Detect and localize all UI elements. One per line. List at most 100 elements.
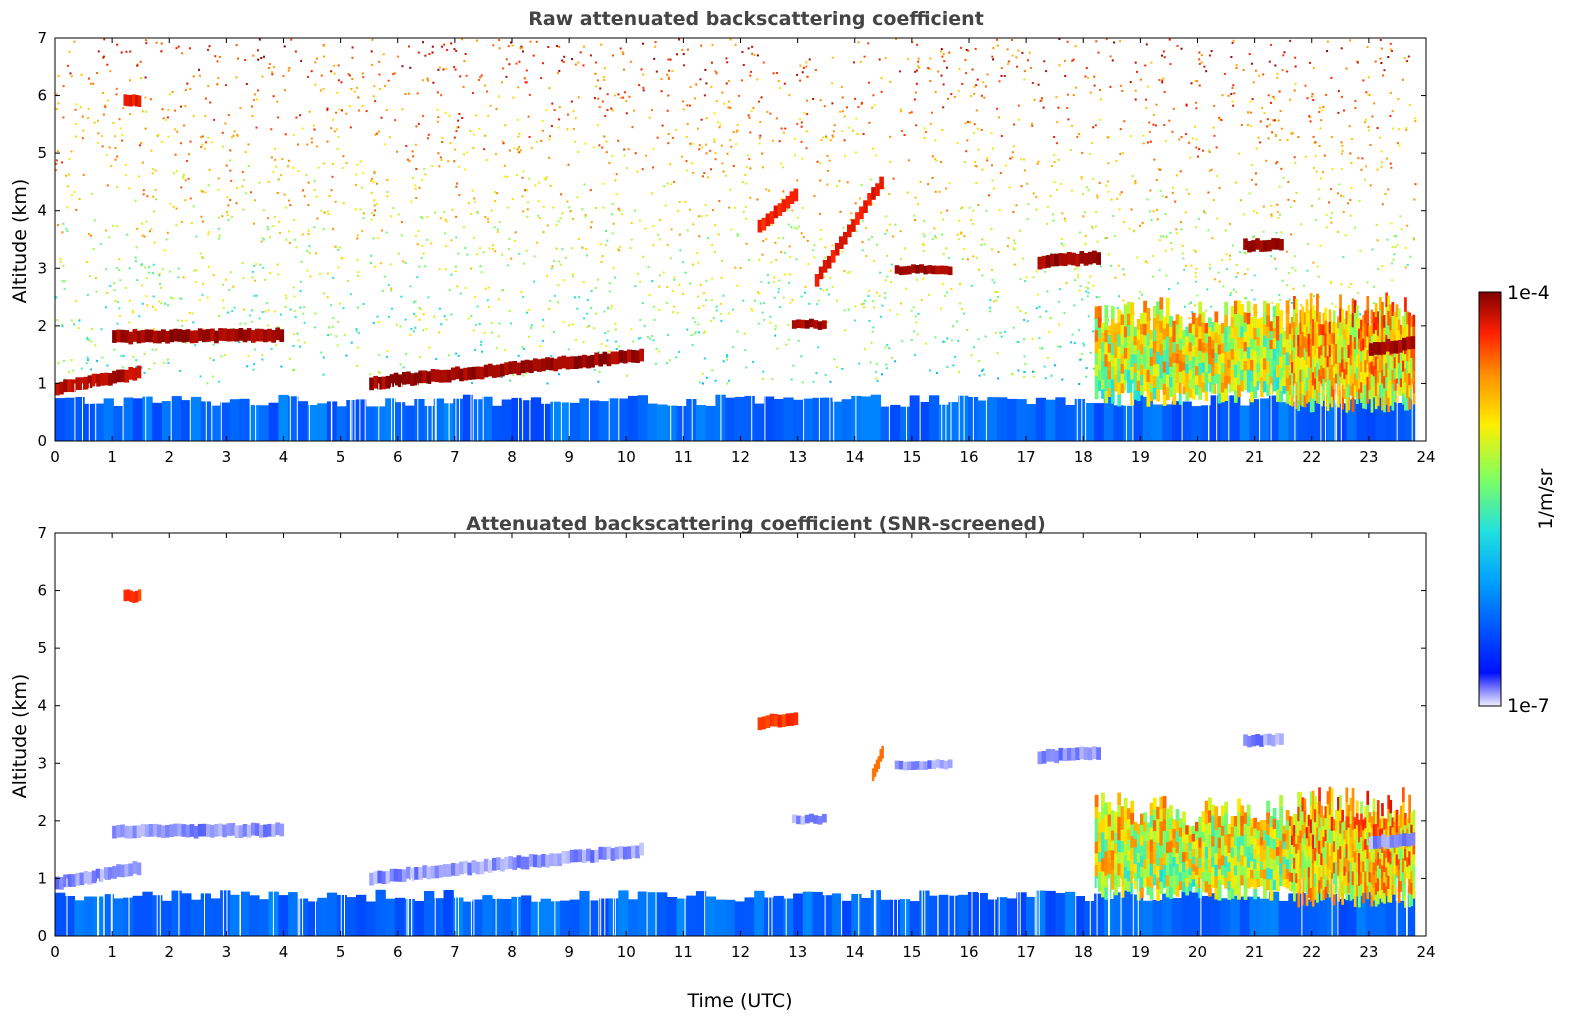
noise-pixel — [443, 211, 446, 214]
noise-pixel — [627, 148, 630, 151]
noise-pixel — [913, 330, 916, 333]
noise-pixel — [1390, 50, 1393, 52]
surface-cell — [511, 896, 522, 936]
mixed-layer-cell — [1360, 330, 1363, 341]
noise-pixel — [285, 238, 288, 241]
cloud-cell — [863, 200, 868, 213]
mixed-layer-cell — [1381, 301, 1384, 316]
surface-cell — [1366, 891, 1377, 936]
mixed-layer-cell — [1364, 359, 1367, 373]
cloud-cell — [463, 367, 468, 381]
noise-pixel — [174, 109, 177, 112]
mixed-layer-cell — [1360, 350, 1363, 362]
noise-pixel — [750, 109, 753, 112]
noise-pixel — [534, 184, 537, 187]
noise-pixel — [586, 312, 589, 315]
cloud-cell — [1393, 340, 1399, 354]
mixed-layer-cell — [1288, 333, 1292, 345]
noise-pixel — [144, 266, 147, 269]
noise-pixel — [1191, 311, 1194, 314]
noise-pixel — [782, 237, 785, 240]
noise-pixel — [1078, 231, 1081, 234]
noise-pixel — [1079, 285, 1082, 287]
noise-pixel — [900, 110, 903, 113]
noise-pixel — [548, 87, 551, 90]
noise-pixel — [185, 341, 188, 344]
noise-pixel — [816, 303, 819, 306]
mixed-layer-cell — [1272, 337, 1277, 349]
noise-pixel — [771, 139, 774, 142]
noise-pixel — [371, 38, 374, 41]
noise-pixel — [233, 306, 236, 309]
noise-pixel — [1023, 169, 1026, 172]
noise-pixel — [905, 287, 908, 290]
mixed-layer-cell — [1314, 332, 1317, 345]
noise-pixel — [390, 287, 392, 290]
noise-pixel — [120, 354, 123, 357]
noise-pixel — [532, 54, 535, 57]
surface-cell — [220, 402, 231, 441]
mixed-layer-cell — [1345, 374, 1349, 388]
noise-pixel — [1029, 67, 1032, 69]
mixed-layer-cell — [1276, 327, 1280, 341]
noise-pixel — [758, 100, 760, 103]
mixed-layer-cell — [1156, 301, 1160, 315]
mixed-layer-cell — [1146, 369, 1151, 383]
mixed-layer-cell — [1165, 386, 1170, 401]
noise-pixel — [438, 268, 441, 271]
noise-pixel — [1349, 214, 1352, 217]
noise-pixel — [619, 47, 622, 50]
noise-pixel — [1092, 178, 1095, 181]
noise-pixel — [1178, 138, 1181, 141]
noise-pixel — [576, 307, 579, 310]
noise-pixel — [413, 330, 415, 333]
noise-pixel — [463, 60, 466, 63]
noise-pixel — [841, 96, 844, 99]
surface-cell — [1200, 405, 1212, 441]
noise-pixel — [381, 229, 384, 232]
noise-pixel — [1046, 356, 1049, 359]
noise-pixel — [1348, 125, 1351, 128]
mixed-layer-cell — [1282, 362, 1287, 371]
noise-pixel — [774, 241, 777, 244]
mixed-layer-cell — [1211, 339, 1215, 350]
noise-pixel — [1050, 252, 1053, 255]
cloud-cell — [757, 219, 763, 233]
mixed-layer-cell — [1326, 333, 1330, 346]
noise-pixel — [682, 261, 685, 264]
noise-pixel — [497, 335, 500, 338]
cloud-cell — [242, 329, 248, 343]
noise-pixel — [1096, 194, 1099, 197]
noise-pixel — [1213, 134, 1216, 137]
noise-pixel — [833, 358, 836, 361]
noise-pixel — [453, 160, 456, 163]
surface-cell — [123, 897, 134, 936]
noise-pixel — [572, 218, 574, 220]
noise-pixel — [118, 269, 121, 272]
mixed-layer-cell — [1136, 380, 1141, 391]
noise-pixel — [957, 90, 960, 93]
mixed-layer-cell — [1309, 307, 1313, 324]
noise-pixel — [134, 256, 137, 259]
noise-pixel — [160, 302, 163, 305]
noise-pixel — [736, 330, 739, 333]
mixed-layer-cell — [1259, 327, 1264, 338]
noise-pixel — [421, 245, 424, 248]
noise-pixel — [642, 89, 645, 92]
noise-pixel — [928, 67, 931, 70]
noise-pixel — [685, 135, 688, 138]
surface-cell — [822, 895, 833, 936]
noise-pixel — [727, 106, 730, 109]
mixed-layer-cell — [1318, 323, 1321, 336]
mixed-layer-cell — [1305, 377, 1309, 391]
noise-pixel — [464, 247, 467, 249]
noise-pixel — [253, 264, 256, 267]
noise-pixel — [207, 85, 210, 88]
mixed-layer-cell — [1339, 308, 1342, 323]
noise-pixel — [67, 371, 70, 374]
cloud-cell — [59, 381, 64, 395]
noise-pixel — [418, 307, 421, 310]
mixed-layer-cell — [1195, 346, 1199, 357]
noise-pixel — [326, 107, 329, 110]
noise-pixel — [474, 348, 477, 351]
